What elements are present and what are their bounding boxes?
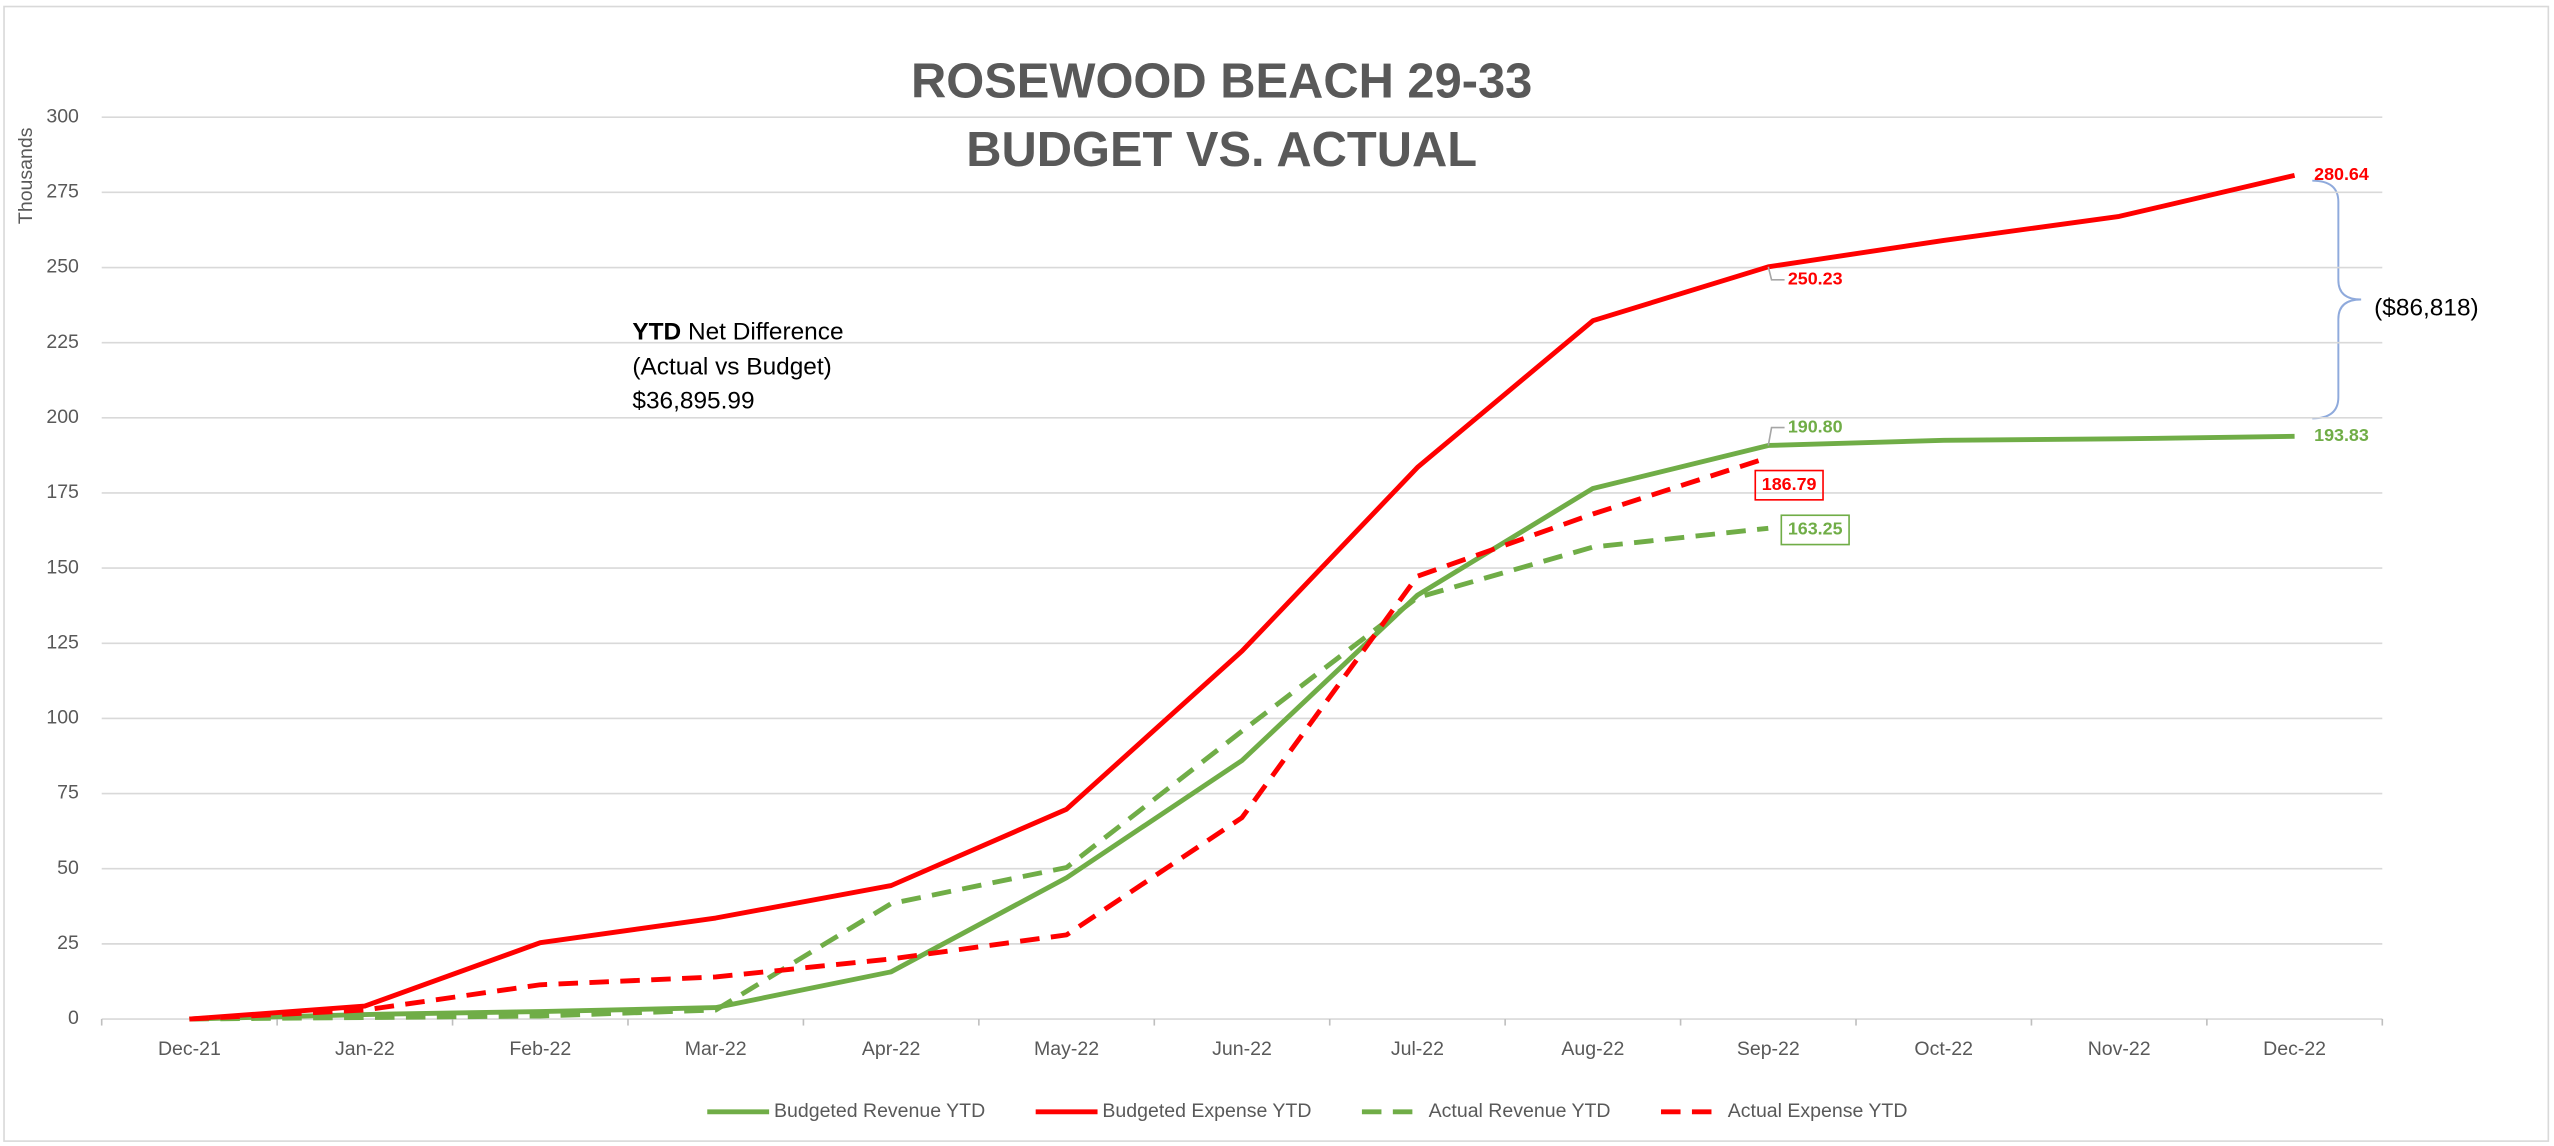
data-label: 190.80 xyxy=(1788,416,1843,436)
y-tick-label: 250 xyxy=(46,256,79,278)
x-tick-label: Jun-22 xyxy=(1212,1038,1272,1060)
y-tick-label: 100 xyxy=(46,707,79,729)
y-axis-label: Thousands xyxy=(15,127,37,224)
x-tick-label: Sep-22 xyxy=(1737,1038,1800,1060)
legend-label: Budgeted Revenue YTD xyxy=(774,1100,985,1122)
y-tick-label: 125 xyxy=(46,631,79,653)
x-tick-label: Oct-22 xyxy=(1914,1038,1973,1060)
data-label: 193.83 xyxy=(2314,425,2369,445)
annotation-text: Net Difference xyxy=(681,319,843,346)
x-tick-label: Feb-22 xyxy=(509,1038,571,1060)
annotation-bold: YTD xyxy=(632,319,681,346)
y-tick-label: 200 xyxy=(46,406,79,428)
y-tick-label: 25 xyxy=(57,932,79,954)
x-tick-label: Jul-22 xyxy=(1391,1038,1444,1060)
legend-label: Actual Revenue YTD xyxy=(1429,1100,1611,1122)
label-box xyxy=(1780,514,1850,546)
x-tick-label: Aug-22 xyxy=(1561,1038,1624,1060)
annotation: YTD Net Difference xyxy=(632,319,843,346)
chart-title: ROSEWOOD BEACH 29-33 xyxy=(911,55,1532,109)
data-label: 280.64 xyxy=(2314,164,2369,184)
annotation: $36,895.99 xyxy=(632,388,754,415)
y-tick-label: 0 xyxy=(68,1007,79,1029)
x-tick-label: Dec-22 xyxy=(2263,1038,2326,1060)
y-tick-label: 50 xyxy=(57,857,79,879)
data-label: 250.23 xyxy=(1788,269,1843,289)
data-label: 163.25 xyxy=(1788,519,1843,539)
y-tick-label: 225 xyxy=(46,331,79,353)
legend-label: Actual Expense YTD xyxy=(1728,1100,1908,1122)
x-tick-label: Nov-22 xyxy=(2088,1038,2151,1060)
series-line xyxy=(189,525,1769,1022)
legend-label: Budgeted Expense YTD xyxy=(1102,1100,1311,1122)
chart-border xyxy=(3,5,2550,1142)
series-line xyxy=(189,173,2296,1022)
y-tick-label: 75 xyxy=(57,782,79,804)
y-tick-label: 150 xyxy=(46,556,79,578)
series-line xyxy=(189,455,1770,1022)
y-tick-label: 175 xyxy=(46,481,79,503)
annotation: ($86,818) xyxy=(2374,295,2478,322)
y-tick-label: 300 xyxy=(46,105,79,127)
annotation: (Actual vs Budget) xyxy=(632,353,831,380)
plot: 0 25 50 75 100 125 150 175 200 225 250 275 300 Dec-21… xyxy=(46,105,2384,1122)
label-box xyxy=(1754,469,1824,501)
series-line xyxy=(189,433,2295,1022)
x-tick-label: Dec-21 xyxy=(158,1038,221,1060)
leader-line xyxy=(1767,266,1785,281)
x-tick-label: May-22 xyxy=(1034,1038,1099,1060)
x-tick-label: Jan-22 xyxy=(335,1038,395,1060)
chart-title: BUDGET VS. ACTUAL xyxy=(966,123,1477,177)
leader-line xyxy=(1767,426,1785,446)
x-tick-label: Apr-22 xyxy=(862,1038,921,1060)
y-tick-label: 275 xyxy=(46,181,79,203)
x-tick-label: Mar-22 xyxy=(685,1038,747,1060)
data-label: 186.79 xyxy=(1762,474,1817,494)
